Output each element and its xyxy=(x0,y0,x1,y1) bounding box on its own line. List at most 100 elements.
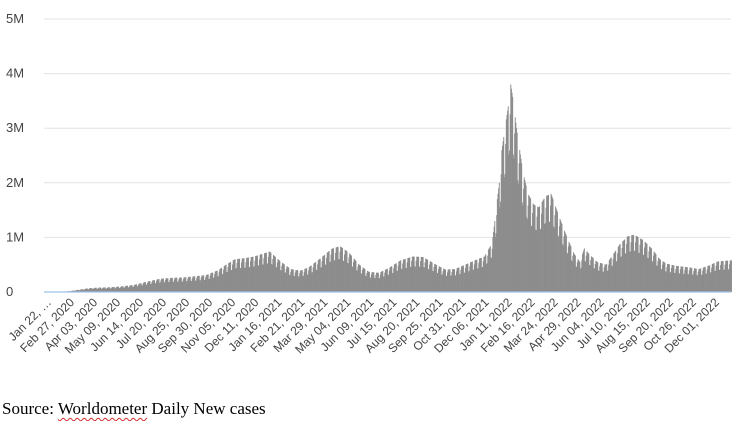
daily-bar xyxy=(169,279,171,292)
daily-bar xyxy=(100,288,102,292)
daily-bar xyxy=(212,277,214,292)
daily-bar xyxy=(319,259,320,292)
daily-bar xyxy=(102,287,104,292)
daily-bar xyxy=(675,265,677,292)
daily-bar xyxy=(465,264,467,292)
daily-bar xyxy=(81,289,83,292)
daily-bar xyxy=(204,279,206,292)
daily-bar xyxy=(374,277,376,292)
daily-bar xyxy=(291,269,293,292)
daily-bar xyxy=(485,254,487,292)
daily-bar xyxy=(542,200,544,292)
y-tick-label: 4M xyxy=(6,66,24,81)
daily-bar xyxy=(497,193,499,292)
daily-bar xyxy=(704,266,706,292)
daily-bar xyxy=(443,268,445,292)
daily-bar xyxy=(665,271,667,292)
daily-bar xyxy=(655,254,657,292)
daily-bar xyxy=(193,276,195,292)
daily-bar xyxy=(136,284,138,292)
daily-bar xyxy=(636,236,638,292)
daily-bar xyxy=(153,280,155,292)
daily-bar xyxy=(263,258,265,292)
daily-bar xyxy=(373,272,375,292)
daily-bar xyxy=(414,266,416,292)
daily-bar xyxy=(159,282,161,292)
daily-bar xyxy=(483,256,485,292)
daily-bar xyxy=(315,270,317,292)
daily-bar xyxy=(683,273,684,292)
daily-bar xyxy=(591,256,593,292)
daily-bar xyxy=(649,247,651,292)
daily-bar xyxy=(91,289,93,292)
daily-bar xyxy=(477,268,479,292)
daily-bar xyxy=(588,264,590,292)
daily-bar xyxy=(210,273,212,292)
daily-bar xyxy=(638,252,640,292)
daily-bar xyxy=(213,277,215,292)
daily-bar xyxy=(534,205,536,292)
daily-bar xyxy=(173,279,175,292)
daily-bar xyxy=(434,264,436,292)
daily-bar xyxy=(696,275,698,292)
daily-bar xyxy=(257,255,258,292)
daily-bar xyxy=(205,277,207,292)
daily-bar xyxy=(645,243,647,292)
daily-bar xyxy=(128,287,130,292)
daily-bar xyxy=(328,251,330,292)
daily-bar xyxy=(450,275,452,292)
daily-bar xyxy=(388,270,390,292)
daily-bar xyxy=(295,269,297,292)
daily-bar xyxy=(637,237,639,292)
daily-bar xyxy=(512,96,514,292)
daily-bar xyxy=(159,282,161,292)
daily-bar xyxy=(293,275,295,292)
daily-bar xyxy=(656,265,658,292)
daily-bar xyxy=(202,275,203,292)
daily-bar xyxy=(269,251,271,292)
daily-bar xyxy=(312,267,314,292)
daily-bar xyxy=(194,280,196,292)
daily-bar xyxy=(221,274,223,292)
daily-bar xyxy=(583,248,585,292)
daily-bar xyxy=(533,204,535,292)
daily-bar xyxy=(387,275,389,292)
daily-bar xyxy=(669,272,671,292)
daily-bar xyxy=(209,275,211,292)
daily-bar xyxy=(421,256,423,292)
daily-bar xyxy=(395,263,397,292)
daily-bar xyxy=(449,269,451,292)
daily-bar xyxy=(124,286,126,292)
daily-bar xyxy=(496,199,498,292)
daily-bar xyxy=(329,262,331,292)
daily-bar xyxy=(223,266,225,292)
daily-bar xyxy=(639,244,641,292)
daily-bar xyxy=(117,286,119,292)
daily-bar xyxy=(196,276,198,292)
daily-bar xyxy=(621,248,623,292)
daily-bar xyxy=(281,262,283,292)
daily-bar xyxy=(85,288,87,292)
daily-bar xyxy=(459,274,461,292)
daily-bar xyxy=(518,163,520,292)
daily-bar xyxy=(699,268,701,292)
daily-bar xyxy=(457,267,459,292)
daily-bar xyxy=(482,267,484,292)
daily-bar xyxy=(476,259,478,292)
daily-bar xyxy=(409,267,411,292)
daily-bar xyxy=(399,260,401,292)
daily-bar xyxy=(631,235,633,292)
daily-bar xyxy=(97,288,99,292)
daily-bar xyxy=(723,269,725,292)
daily-bar xyxy=(702,267,704,292)
daily-bar xyxy=(338,259,340,292)
daily-bar xyxy=(107,287,109,292)
daily-bar xyxy=(526,217,528,292)
daily-bar xyxy=(606,263,608,292)
daily-bar xyxy=(527,205,529,292)
daily-bar xyxy=(253,266,255,292)
daily-bar xyxy=(98,287,100,292)
daily-bar xyxy=(249,261,251,292)
daily-bar xyxy=(227,266,229,292)
daily-bar xyxy=(246,257,248,292)
